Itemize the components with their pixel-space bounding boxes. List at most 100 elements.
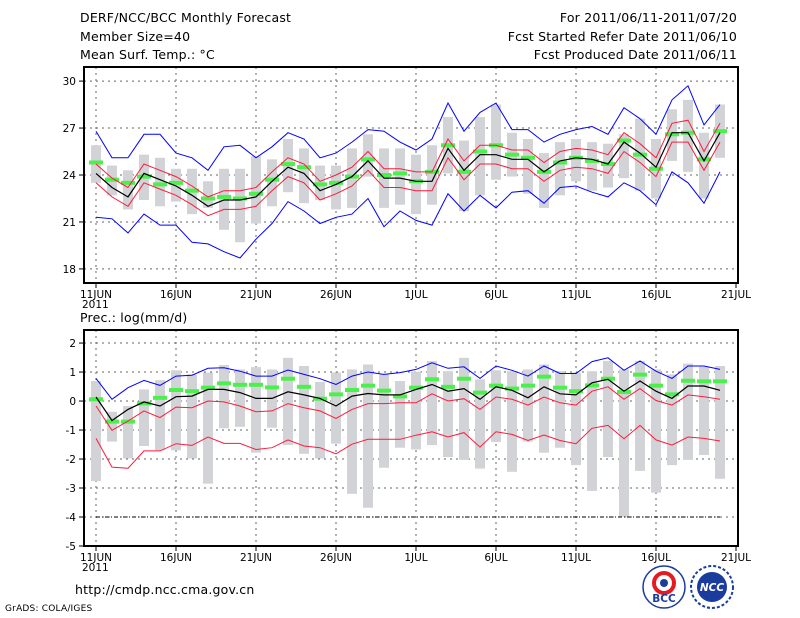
marker-bar — [137, 401, 151, 406]
range-bar — [91, 381, 101, 482]
ensemble-mean-line — [95, 132, 721, 207]
marker-bar — [137, 174, 151, 179]
range-bar — [219, 168, 229, 230]
marker-bar — [713, 129, 727, 134]
range-bar — [411, 371, 421, 450]
range-bar — [395, 148, 405, 205]
marker-bar — [553, 160, 567, 165]
marker-bar — [713, 379, 727, 384]
precip-title: Prec.: log(mm/d) — [80, 310, 188, 325]
marker-bar — [569, 389, 583, 394]
marker-bar — [105, 177, 119, 182]
marker-bar — [473, 390, 487, 395]
marker-bar — [505, 152, 519, 157]
marker-bar — [313, 182, 327, 187]
x-tick-label: 1JUL — [404, 289, 427, 301]
marker-bar — [441, 384, 455, 389]
range-bar — [427, 145, 437, 205]
marker-bar — [681, 378, 695, 383]
range-bar — [699, 366, 709, 455]
range-bar — [619, 134, 629, 179]
y-tick-label: 1 — [69, 367, 76, 379]
marker-bar — [617, 390, 631, 395]
range-bar — [491, 104, 501, 180]
upper-spread-line — [95, 386, 721, 431]
x-tick-label: 16JUN — [160, 289, 192, 301]
range-bar — [171, 370, 181, 451]
range-bar — [203, 372, 213, 484]
marker-bar — [457, 169, 471, 174]
forecast-produced-date: Fcst Produced Date 2011/06/11 — [533, 47, 737, 62]
marker-bar — [457, 376, 471, 381]
marker-bar — [281, 162, 295, 167]
marker-bar — [249, 191, 263, 196]
marker-bar — [377, 173, 391, 177]
range-bar — [347, 369, 357, 494]
y-tick-label: 27 — [63, 123, 76, 135]
x-tick-label: 26JUN — [320, 552, 352, 564]
marker-bar — [89, 160, 103, 165]
range-bar — [283, 357, 293, 446]
marker-bar — [201, 385, 215, 390]
range-bar — [299, 365, 309, 454]
marker-bar — [153, 182, 167, 187]
ensemble-mean-line — [95, 378, 721, 422]
marker-bar — [633, 372, 647, 377]
plot-frame — [83, 66, 739, 284]
marker-bar — [233, 196, 247, 201]
range-bar — [555, 142, 565, 196]
marker-bar — [585, 158, 599, 163]
marker-bar — [393, 171, 407, 176]
marker-bar — [537, 374, 551, 379]
marker-bar — [345, 388, 359, 393]
marker-bar — [441, 143, 455, 148]
marker-bar — [105, 419, 119, 424]
range-bar — [203, 181, 213, 208]
x-tick-label: 21JUN — [240, 552, 272, 564]
y-tick-label: -5 — [66, 541, 76, 553]
range-bar — [315, 381, 325, 459]
marker-bar — [201, 196, 215, 201]
marker-bar — [393, 394, 407, 399]
marker-bar — [297, 384, 311, 389]
marker-bar — [649, 383, 663, 388]
marker-bar — [121, 419, 135, 424]
y-tick-label: -1 — [66, 425, 76, 437]
marker-bar — [425, 377, 439, 382]
marker-bar — [121, 180, 135, 185]
marker-bar — [521, 155, 535, 160]
y-tick-label: -4 — [66, 512, 77, 524]
marker-bar — [217, 194, 231, 199]
x-tick-label: 6JUL — [484, 552, 507, 564]
y-tick-label: 2 — [69, 338, 76, 350]
marker-bar — [361, 383, 375, 388]
lower-spread-line — [95, 141, 721, 217]
marker-bar — [185, 188, 199, 193]
range-bar — [459, 357, 469, 460]
member-size: Member Size=40 — [80, 29, 191, 44]
min-line — [95, 171, 721, 259]
marker-bar — [633, 152, 647, 157]
marker-bar — [265, 385, 279, 390]
marker-bar — [265, 177, 279, 182]
marker-bar — [521, 383, 535, 388]
marker-bar — [249, 382, 263, 387]
max-line — [95, 84, 721, 172]
marker-bar — [665, 392, 679, 397]
x-tick-label: 11JUN — [80, 289, 112, 301]
range-bar — [667, 374, 677, 466]
marker-bar — [297, 165, 311, 170]
x-tick-label: 21JUL — [721, 552, 751, 564]
range-bar — [139, 389, 149, 446]
x-tick-label: 6JUL — [484, 289, 507, 301]
footer-url[interactable]: http://cmdp.ncc.cma.gov.cn — [75, 582, 255, 597]
max-line — [95, 357, 721, 400]
range-bar — [571, 372, 581, 466]
range-bar — [235, 369, 245, 427]
x-year-label: 2011 — [82, 562, 109, 574]
marker-bar — [697, 157, 711, 162]
range-bar — [427, 361, 437, 446]
range-bar — [539, 153, 549, 208]
x-tick-label: 16JUN — [160, 552, 192, 564]
range-bar — [331, 372, 341, 444]
